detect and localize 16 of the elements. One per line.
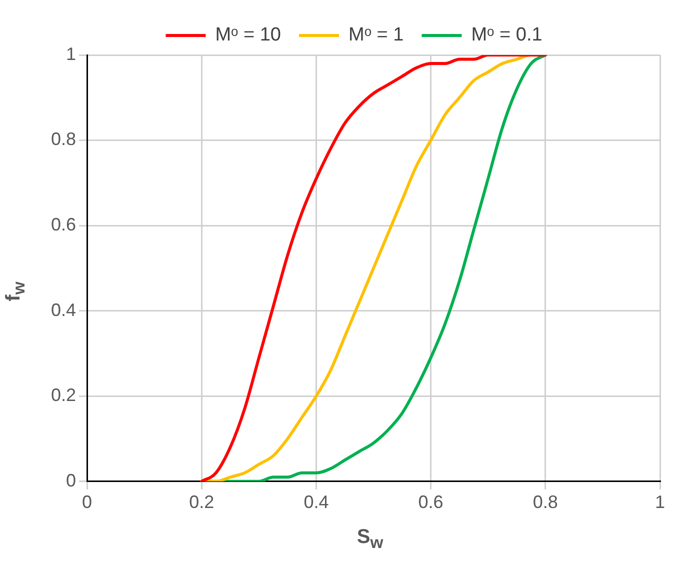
y-tick-label: 0 [66, 470, 76, 490]
legend-label: Mᵒ = 1 [348, 24, 404, 46]
legend-label: Mᵒ = 10 [215, 24, 282, 46]
x-tick-label: 0 [82, 492, 92, 512]
x-tick-label: 0.4 [304, 492, 329, 512]
x-tick-label: 0.6 [418, 492, 444, 512]
y-tick-label: 0.2 [50, 385, 76, 406]
y-tick-label: 0.6 [50, 214, 76, 235]
y-tick-label: 0.4 [50, 300, 76, 320]
x-tick-label: 0.8 [532, 492, 558, 512]
y-tick-label: 0.8 [50, 129, 76, 150]
x-axis-title: S$_{w}$ [356, 526, 384, 553]
y-tick-label: 1 [66, 44, 76, 64]
x-tick-label: 0.2 [189, 492, 214, 512]
legend-label: Mᵒ = 0.1 [471, 24, 542, 46]
x-tick-label: 1 [654, 492, 666, 512]
